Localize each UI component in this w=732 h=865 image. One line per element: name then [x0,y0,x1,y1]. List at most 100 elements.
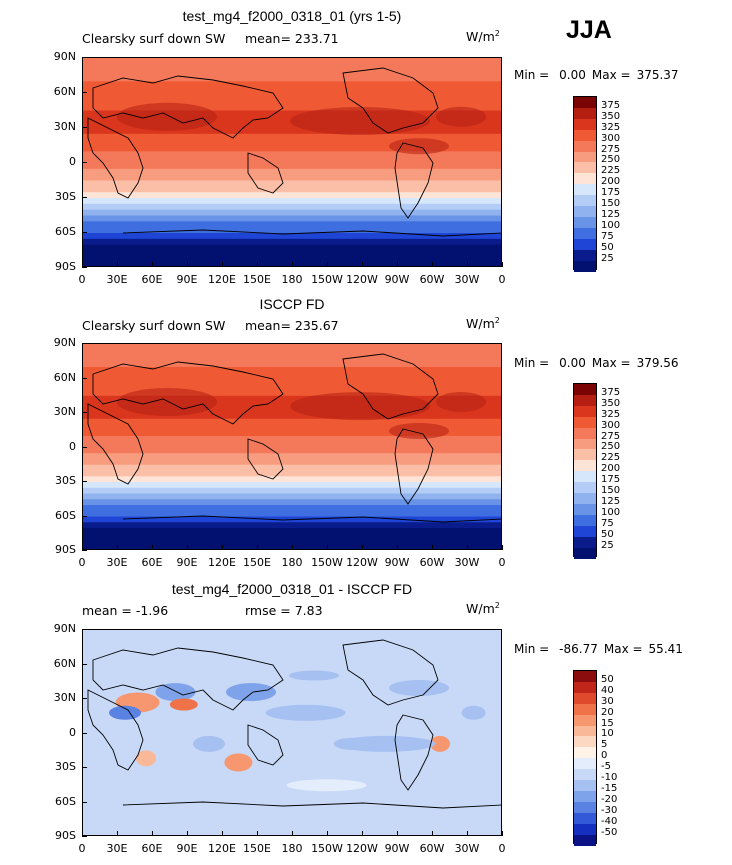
coastline [342,67,439,134]
latitude-tick-label: 30N [53,691,76,704]
latitude-band [83,163,501,170]
latitude-tick [82,836,87,837]
latitude-band [83,133,501,141]
latitude-band [83,522,501,529]
latitude-band [83,791,501,798]
field-label: Clearsky surf down SW [82,318,226,333]
colorbar-swatch [574,714,596,726]
longitude-tick-label: 30E [106,842,128,855]
latitude-band [83,180,501,187]
latitude-band [83,395,501,403]
longitude-tick-label: 0 [78,273,86,286]
longitude-tick-label: 90W [384,842,410,855]
longitude-tick [82,831,83,836]
colorbar-swatch [574,801,596,813]
latitude-band [83,635,501,643]
latitude-band [83,145,501,152]
latitude-band [83,250,501,257]
latitude-band [83,533,501,541]
colorbar [573,383,597,559]
colorbar-label: -20 [601,793,618,805]
longitude-tick-label: 90W [384,273,410,286]
colorbar-label: -10 [601,772,618,783]
colorbar-label: 325 [601,121,621,133]
latitude-tick-label: 30N [53,120,76,133]
latitude-band [83,814,501,821]
longitude-tick-label: 30E [106,556,128,569]
latitude-band [83,733,501,740]
latitude-tick [82,377,87,379]
latitude-band [83,192,501,199]
latitude-band [83,198,501,205]
colorbar-swatch [574,703,596,715]
colorbar-swatch [574,162,596,174]
colorbar-label: 10 [601,728,614,740]
latitude-band [83,344,501,351]
colorbar-swatch [574,97,596,109]
colorbar-label: 0 [601,750,608,762]
latitude-band [83,128,501,135]
colorbar-swatch [574,503,596,516]
longitude-tick [327,545,328,550]
longitude-tick-label: 60E [141,556,163,569]
anomaly-region [169,698,198,711]
longitude-tick [467,545,468,550]
latitude-band [83,384,501,391]
coastline [247,438,284,480]
latitude-tick-label: 60N [53,656,76,670]
colorbar-label: 375 [601,386,621,398]
longitude-tick [152,262,153,267]
coastline [92,361,284,425]
latitude-band [83,785,501,792]
latitude-band [83,750,501,758]
panel-title: test_mg4_f2000_0318_01 - ISCCP FD [171,581,413,597]
colorbar-swatch [574,140,596,152]
longitude-tick-label: 60E [141,273,163,286]
stat-label: mean= 235.67 [245,318,339,333]
longitude-tick-label: 30W [454,556,480,569]
max-value: 55.41 [648,642,683,656]
coastline [87,117,144,199]
longitude-tick-label: 150W [311,273,343,286]
colorbar-swatch [574,681,596,694]
latitude-band [83,647,501,654]
colorbar-swatch [574,790,596,803]
longitude-tick [432,831,433,836]
colorbar-swatch [574,460,596,472]
longitude-tick [117,545,118,550]
longitude-tick [292,262,293,267]
latitude-band [83,825,501,832]
colorbar-label: -40 [601,815,618,827]
anomaly-region [155,683,196,702]
latitude-tick-label: 90S [55,260,76,273]
latitude-tick-label: 30N [53,405,76,418]
longitude-tick-label: 120E [208,842,236,855]
colorbar-label: 50 [601,528,614,540]
latitude-tick [82,550,87,551]
latitude-band [83,186,501,193]
latitude-tick [82,92,87,93]
latitude-band [83,658,501,666]
latitude-band [83,209,501,217]
longitude-tick [117,262,118,267]
colorbar-swatch [574,834,596,846]
latitude-band [83,238,501,246]
coastline [342,353,439,420]
colorbar-label: 75 [601,517,614,529]
latitude-tick [82,267,87,268]
colorbar-label: 250 [601,154,621,166]
coastline [87,689,144,771]
latitude-tick-label: 0 [69,725,76,739]
latitude-band [83,641,501,648]
coastline [92,75,284,139]
min-value: 0.00 [559,68,586,82]
longitude-tick-label: 30E [106,273,128,286]
latitude-band [83,819,501,827]
colorbar-swatch [574,671,596,683]
longitude-tick-label: 120W [346,273,378,286]
latitude-band [83,122,501,129]
high-insolation-region [389,138,449,155]
colorbar [573,670,597,846]
coastline [92,647,284,711]
longitude-tick-label: 90E [176,842,198,855]
